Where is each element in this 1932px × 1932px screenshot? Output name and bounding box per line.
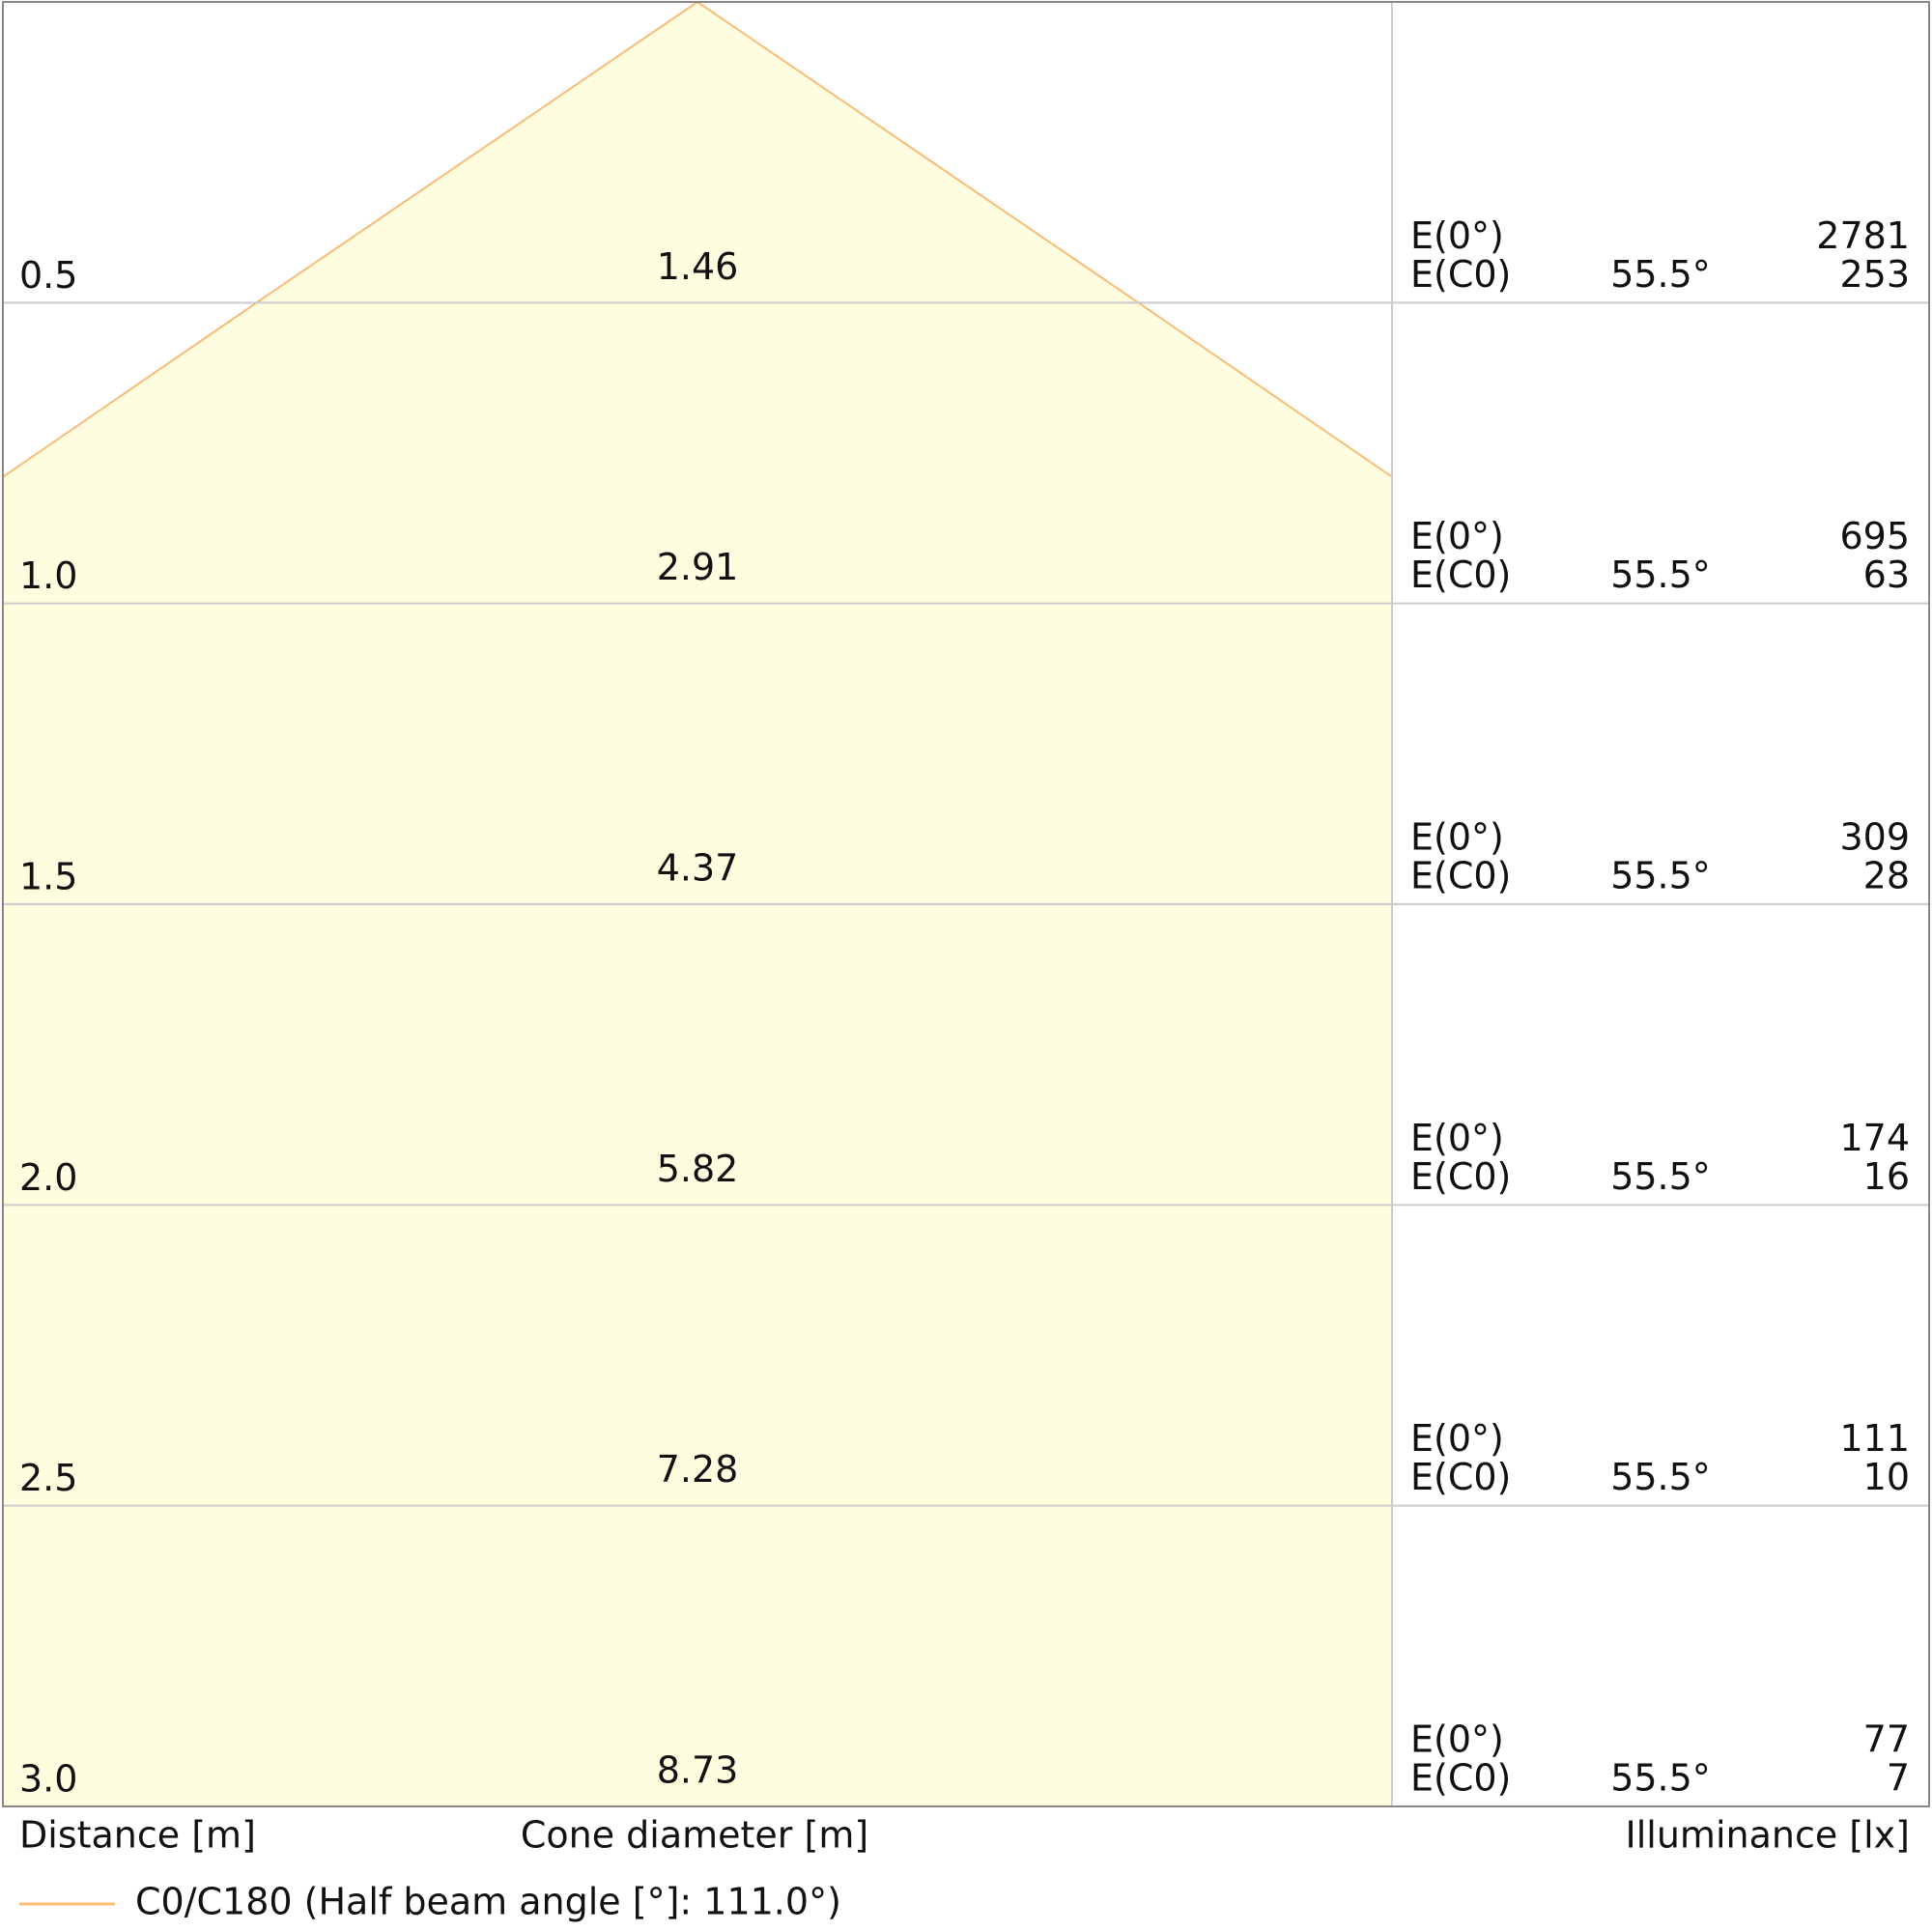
ec0-value: 28 <box>1863 855 1910 897</box>
diameter-label: 8.73 <box>657 1749 739 1792</box>
e0-value: 2781 <box>1816 214 1910 257</box>
diameter-label: 4.37 <box>657 847 739 890</box>
e0-label: E(0°) <box>1410 515 1504 557</box>
ec0-value: 10 <box>1863 1456 1910 1498</box>
distance-axis-label: Distance [m] <box>19 1814 256 1857</box>
e0-value: 111 <box>1839 1417 1910 1460</box>
ec0-value: 16 <box>1863 1155 1910 1198</box>
e0-value: 309 <box>1839 816 1910 859</box>
e0-label: E(0°) <box>1410 816 1504 859</box>
e0-value: 174 <box>1839 1117 1910 1159</box>
diameter-label: 7.28 <box>657 1448 739 1491</box>
e0-label: E(0°) <box>1410 1117 1504 1159</box>
angle-label: 55.5° <box>1610 1456 1711 1498</box>
ec0-label: E(C0) <box>1410 1456 1511 1498</box>
frame <box>2 1 1930 1807</box>
ec0-label: E(C0) <box>1410 1155 1511 1198</box>
ec0-value: 253 <box>1839 253 1910 296</box>
distance-label: 3.0 <box>19 1758 77 1801</box>
ec0-label: E(C0) <box>1410 1757 1511 1800</box>
e0-label: E(0°) <box>1410 214 1504 257</box>
diameter-label: 5.82 <box>657 1148 739 1190</box>
diameter-axis-label: Cone diameter [m] <box>521 1814 868 1857</box>
distance-label: 2.5 <box>19 1457 77 1499</box>
angle-label: 55.5° <box>1610 855 1711 897</box>
illuminance-axis-label: Illuminance [lx] <box>1626 1814 1910 1857</box>
ec0-value: 63 <box>1863 554 1910 596</box>
legend-label: C0/C180 (Half beam angle [°]: 111.0°) <box>135 1881 841 1923</box>
ec0-label: E(C0) <box>1410 554 1511 596</box>
e0-label: E(0°) <box>1410 1417 1504 1460</box>
e0-value: 77 <box>1863 1719 1910 1761</box>
e0-label: E(0°) <box>1410 1719 1504 1761</box>
ec0-label: E(C0) <box>1410 855 1511 897</box>
distance-label: 1.5 <box>19 856 77 898</box>
angle-label: 55.5° <box>1610 1757 1711 1800</box>
ec0-value: 7 <box>1887 1757 1910 1800</box>
distance-label: 0.5 <box>19 254 77 297</box>
e0-value: 695 <box>1839 515 1910 557</box>
ec0-label: E(C0) <box>1410 253 1511 296</box>
distance-label: 1.0 <box>19 554 77 597</box>
diameter-label: 2.91 <box>657 546 739 588</box>
angle-label: 55.5° <box>1610 554 1711 596</box>
angle-label: 55.5° <box>1610 253 1711 296</box>
diameter-label: 1.46 <box>657 245 739 288</box>
angle-label: 55.5° <box>1610 1155 1711 1198</box>
distance-label: 2.0 <box>19 1156 77 1199</box>
